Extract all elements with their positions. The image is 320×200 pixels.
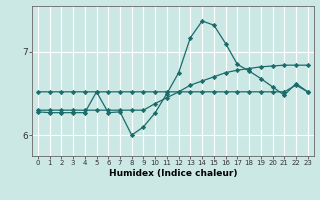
X-axis label: Humidex (Indice chaleur): Humidex (Indice chaleur) (108, 169, 237, 178)
